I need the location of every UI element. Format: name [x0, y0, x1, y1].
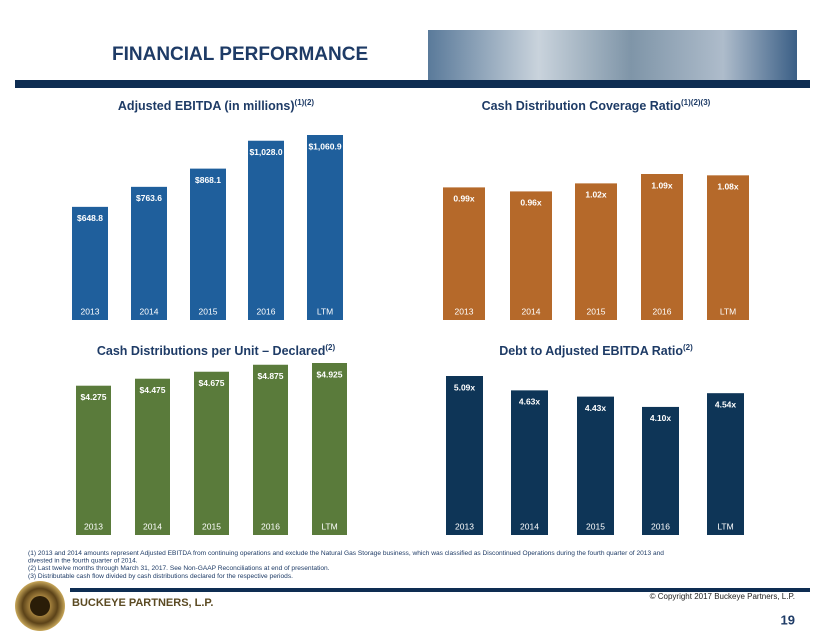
- value-label: $1,028.0: [249, 147, 282, 157]
- bar: [131, 186, 167, 320]
- value-label: $1,060.9: [308, 141, 341, 151]
- category-label: 2014: [520, 521, 539, 531]
- chart-title-text: Debt to Adjusted EBITDA Ratio: [499, 344, 683, 358]
- value-label: $4.925: [317, 369, 343, 379]
- category-label: 2015: [587, 306, 606, 316]
- bar: [510, 191, 552, 320]
- chart-title-text: Cash Distribution Coverage Ratio: [482, 99, 682, 113]
- bar: [707, 175, 749, 320]
- category-label: 2015: [202, 521, 221, 531]
- category-label: LTM: [720, 306, 736, 316]
- category-label: LTM: [317, 306, 333, 316]
- category-label: 2015: [586, 521, 605, 531]
- category-label: 2014: [522, 306, 541, 316]
- page-number: 19: [781, 612, 795, 627]
- category-label: LTM: [321, 521, 337, 531]
- value-label: $4.875: [258, 371, 284, 381]
- footnote: (2) Last twelve months through March 31,…: [28, 565, 330, 572]
- chart-title-text: Adjusted EBITDA (in millions): [118, 99, 295, 113]
- value-label: $4.675: [199, 378, 225, 388]
- chart-title-note: (1)(2)(3): [681, 98, 711, 107]
- category-label: 2013: [81, 306, 100, 316]
- bar: [577, 396, 614, 535]
- bar: [443, 187, 485, 320]
- value-label: 1.09x: [651, 180, 673, 190]
- chart-title: Cash Distributions per Unit – Declared(2…: [97, 343, 336, 358]
- bar: [72, 206, 108, 320]
- footnote: (1) 2013 and 2014 amounts represent Adju…: [28, 550, 664, 557]
- chart-title-note: (2): [683, 343, 693, 352]
- bar: [575, 183, 617, 320]
- value-label: 1.08x: [717, 182, 739, 192]
- chart-title: Adjusted EBITDA (in millions)(1)(2): [118, 98, 315, 113]
- value-label: 0.96x: [520, 198, 542, 208]
- footnote: divested in the fourth quarter of 2014.: [28, 557, 138, 564]
- category-label: 2016: [257, 306, 276, 316]
- category-label: 2014: [140, 306, 159, 316]
- bar: [642, 406, 679, 535]
- footnote: (3) Distributable cash flow divided by c…: [28, 573, 293, 580]
- value-label: 5.09x: [454, 382, 476, 392]
- page-title: FINANCIAL PERFORMANCE: [112, 44, 368, 65]
- category-label: 2016: [651, 521, 670, 531]
- bar: [511, 390, 548, 535]
- bar: [253, 364, 288, 535]
- value-label: $648.8: [77, 213, 103, 223]
- chart-title: Cash Distribution Coverage Ratio(1)(2)(3…: [482, 98, 711, 113]
- value-label: $4.275: [81, 392, 107, 402]
- value-label: 4.63x: [519, 397, 541, 407]
- category-label: LTM: [717, 521, 733, 531]
- footnotes: (1) 2013 and 2014 amounts represent Adju…: [28, 550, 664, 580]
- chart-title-note: (1)(2): [295, 98, 315, 107]
- bar: [248, 140, 284, 320]
- header-rule: [15, 80, 810, 88]
- bar: [707, 393, 744, 535]
- category-label: 2013: [455, 521, 474, 531]
- chart-title: Debt to Adjusted EBITDA Ratio(2): [499, 343, 693, 358]
- value-label: 0.99x: [453, 194, 475, 204]
- bar: [641, 174, 683, 320]
- footer-rule: [70, 588, 810, 592]
- category-label: 2016: [261, 521, 280, 531]
- value-label: $763.6: [136, 193, 162, 203]
- value-label: $4.475: [140, 385, 166, 395]
- chart-title-text: Cash Distributions per Unit – Declared: [97, 344, 326, 358]
- category-label: 2013: [84, 521, 103, 531]
- category-label: 2016: [653, 306, 672, 316]
- value-label: $868.1: [195, 175, 221, 185]
- bar: [307, 135, 343, 320]
- bar: [312, 363, 347, 535]
- value-label: 1.02x: [585, 190, 607, 200]
- bar: [190, 168, 226, 320]
- copyright: © Copyright 2017 Buckeye Partners, L.P.: [650, 592, 795, 601]
- header-photo: [428, 30, 797, 80]
- logo-center: [30, 596, 50, 616]
- category-label: 2014: [143, 521, 162, 531]
- bar: [446, 376, 483, 535]
- value-label: 4.43x: [585, 403, 607, 413]
- category-label: 2013: [455, 306, 474, 316]
- bar: [194, 371, 229, 535]
- value-label: 4.10x: [650, 413, 672, 423]
- charts: Adjusted EBITDA (in millions)(1)(2) $648.…: [72, 98, 749, 535]
- value-label: 4.54x: [715, 399, 737, 409]
- bar: [76, 385, 111, 535]
- category-label: 2015: [199, 306, 218, 316]
- chart-title-note: (2): [325, 343, 335, 352]
- bar: [135, 378, 170, 535]
- company-name: BUCKEYE PARTNERS, L.P.: [72, 597, 213, 609]
